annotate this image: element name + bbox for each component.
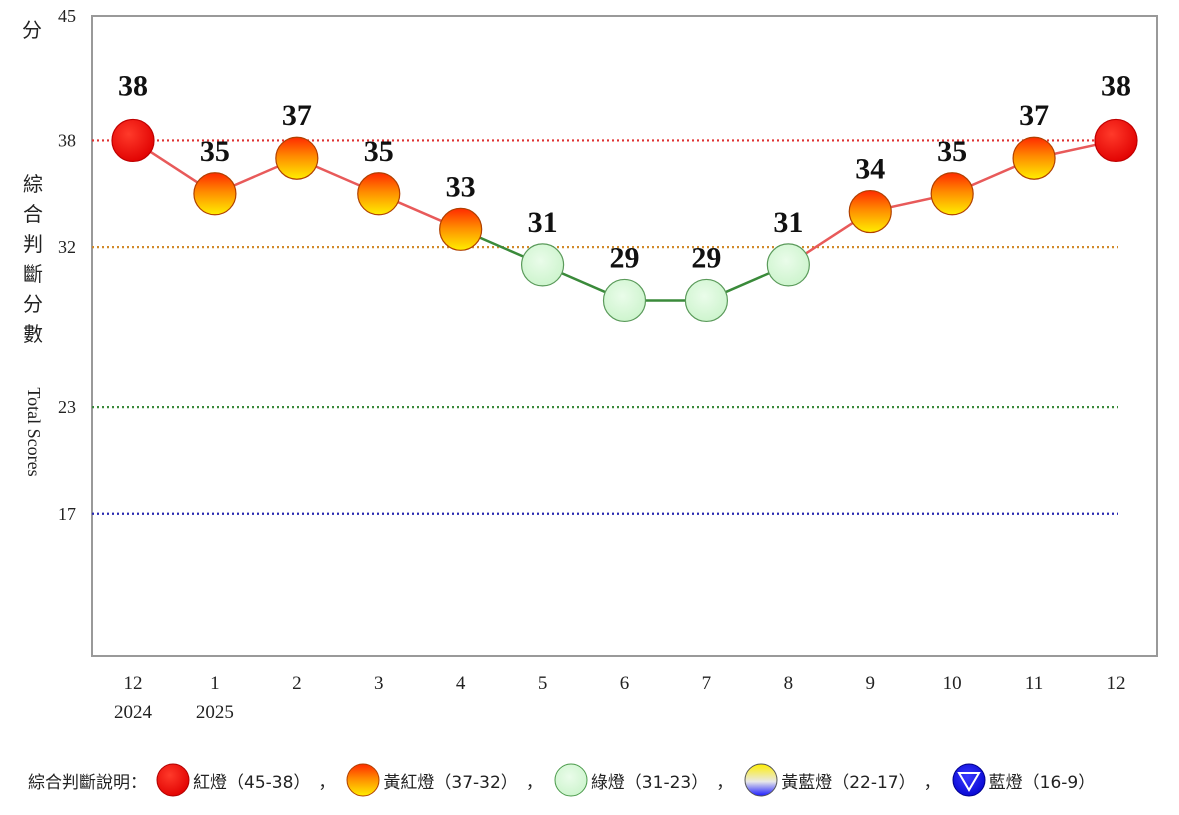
data-point (520, 243, 565, 287)
legend-item-yellow-red: 黃紅燈（37-32） (345, 762, 518, 798)
data-label: 37 (282, 99, 312, 132)
yellow-blue-light-icon (744, 763, 778, 797)
legend-item-green: 綠燈（31-23） (553, 762, 708, 798)
data-point (684, 278, 729, 323)
data-point (766, 243, 810, 287)
data-point (357, 172, 401, 216)
data-label: 34 (855, 153, 885, 186)
data-point (193, 172, 237, 216)
data-point (275, 136, 319, 180)
y-axis-label-char: 綜 (23, 173, 43, 196)
y-tick-labels: 45 38 32 23 17 (58, 6, 76, 524)
legend-label-blue: 藍燈（16-9） (988, 772, 1096, 793)
data-points: 38 35 37 35 33 31 29 29 31 34 35 37 38 (111, 69, 1138, 323)
y-axis-label-char: 判 (23, 233, 43, 256)
legend-label-red: 紅燈（45-38） (193, 772, 311, 793)
blue-light-icon (952, 763, 986, 797)
x-tick-label: 11 (1025, 673, 1043, 694)
x-tick-labels: 12 2024 1 2025 2 3 4 5 6 7 8 9 10 11 12 (114, 673, 1126, 723)
legend-label-green: 綠燈（31-23） (590, 772, 709, 793)
legend-separator: ， (923, 772, 941, 793)
red-light-icon (156, 763, 190, 797)
y-tick-label: 32 (58, 237, 76, 257)
reference-lines (92, 139, 1118, 515)
legend-item-red: 紅燈（45-38） (155, 762, 310, 798)
x-tick-label: 7 (702, 673, 712, 694)
legend-separator: ， (525, 772, 543, 793)
data-label: 35 (937, 135, 967, 168)
x-tick-label: 2 (292, 673, 302, 694)
data-label: 35 (200, 135, 230, 168)
y-axis-label-char: 合 (23, 203, 43, 226)
x-tick-label: 12 (124, 673, 143, 694)
legend-label-yellow-red: 黃紅燈（37-32） (383, 772, 518, 793)
y-tick-label: 45 (58, 6, 76, 26)
data-label: 29 (691, 241, 721, 274)
data-label: 37 (1019, 99, 1049, 132)
legend-separator: ， (716, 772, 734, 793)
data-point (111, 118, 155, 163)
data-point (439, 207, 483, 251)
legend-item-yellow-blue: 黃藍燈（22-17） (743, 762, 916, 798)
x-tick-label: 5 (538, 673, 548, 694)
legend-label-yellow-blue: 黃藍燈（22-17） (781, 772, 916, 793)
y-axis-label-char: 數 (23, 323, 43, 346)
data-point (602, 278, 647, 323)
data-label: 35 (364, 135, 394, 168)
data-point (1094, 118, 1138, 163)
x-tick-label: 9 (866, 673, 876, 694)
y-axis-label-en: Total Scores (24, 387, 44, 476)
data-point (930, 172, 974, 216)
data-label: 31 (528, 206, 558, 239)
y-unit-label: 分 (22, 19, 42, 42)
data-label: 38 (1101, 69, 1131, 102)
legend-title: 綜合判斷說明： (28, 772, 147, 793)
x-tick-label: 10 (943, 673, 962, 694)
x-year-label: 2024 (114, 702, 153, 723)
y-tick-label: 17 (58, 504, 76, 524)
legend-item-blue: 藍燈（16-9） (951, 762, 1096, 798)
data-label: 33 (446, 170, 476, 203)
x-tick-label: 3 (374, 673, 384, 694)
data-point (848, 189, 892, 234)
x-year-label: 2025 (196, 702, 234, 723)
data-label: 31 (773, 206, 803, 239)
x-tick-label: 8 (784, 673, 794, 694)
y-axis-label-char: 斷 (23, 263, 43, 286)
y-tick-label: 23 (58, 397, 76, 417)
data-point (1012, 136, 1056, 180)
data-label: 38 (118, 69, 148, 102)
x-tick-label: 6 (620, 673, 630, 694)
x-tick-label: 12 (1107, 673, 1126, 694)
green-light-icon (554, 763, 588, 797)
y-axis-label-char: 分 (23, 293, 43, 316)
plot-frame (91, 15, 1158, 657)
x-tick-label: 4 (456, 673, 466, 694)
x-tick-label: 1 (210, 673, 220, 694)
data-label: 29 (610, 241, 640, 274)
y-tick-label: 38 (58, 130, 76, 150)
legend-separator: ， (318, 772, 336, 793)
legend: 綜合判斷說明： 紅燈（45-38） ， 黃紅燈（37-32） ， 綠燈（31-2… (28, 760, 1095, 800)
yellow-red-light-icon (346, 763, 380, 797)
